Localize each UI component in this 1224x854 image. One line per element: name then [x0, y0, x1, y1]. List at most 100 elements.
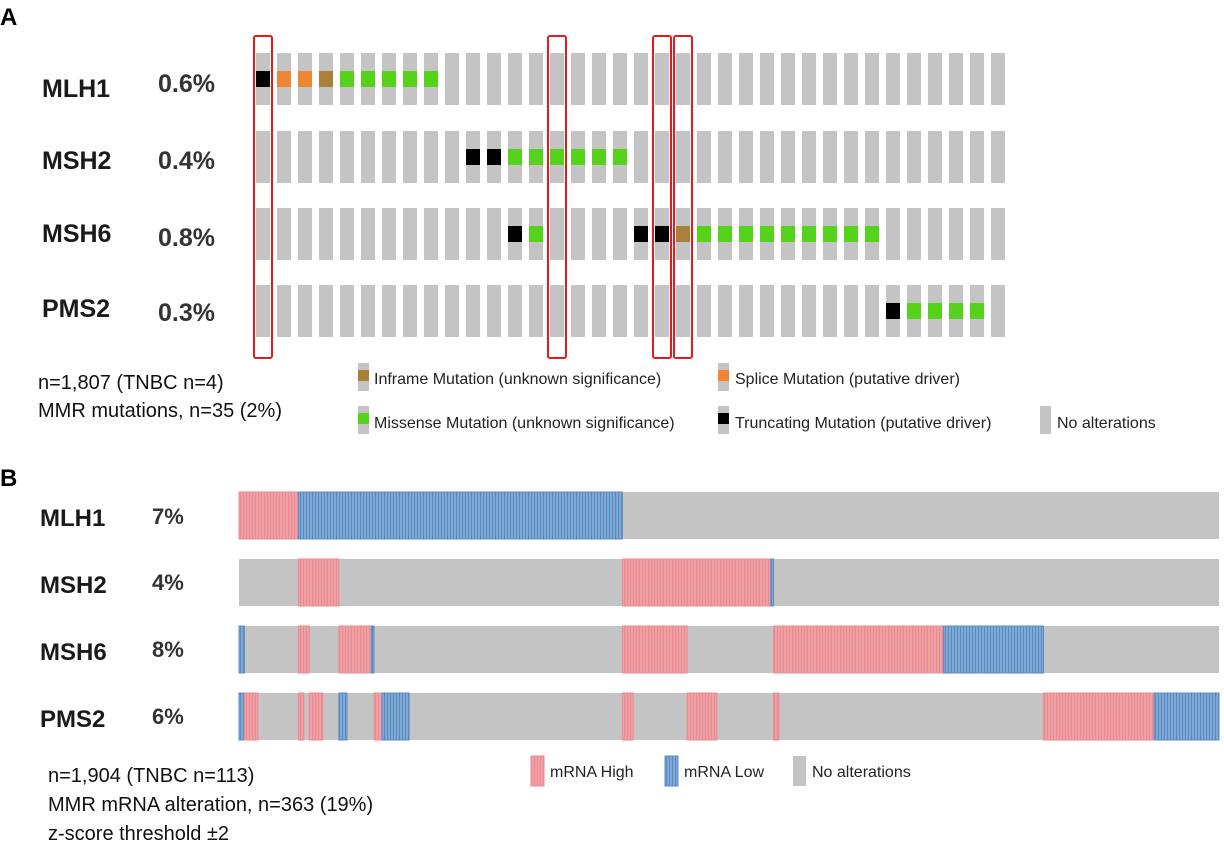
mutation-mark-pms2	[928, 303, 942, 319]
sample-cell-msh2	[298, 131, 312, 183]
sample-cell-pms2	[676, 285, 690, 337]
highlight-column-box	[652, 35, 672, 359]
gene-pct-pms2: 0.3%	[158, 299, 215, 327]
mrna-high-segment-pms2	[297, 692, 305, 741]
sample-cell-mlh1	[655, 53, 669, 105]
sample-cell-msh6	[550, 208, 564, 260]
sample-cell-msh2	[697, 131, 711, 183]
sample-cell-msh2	[277, 131, 291, 183]
mutation-mark-msh6	[760, 226, 774, 242]
sample-cell-msh6	[361, 208, 375, 260]
gene-pct-msh6: 0.8%	[158, 224, 215, 252]
mutation-mark-msh6	[823, 226, 837, 242]
sample-cell-mlh1	[634, 53, 648, 105]
sample-cell-mlh1	[823, 53, 837, 105]
mutation-mark-mlh1	[424, 71, 438, 87]
sample-cell-msh2	[403, 131, 417, 183]
mrna-low-segment-msh2	[770, 558, 775, 607]
sample-cell-msh6	[886, 208, 900, 260]
mutation-mark-msh6	[508, 226, 522, 242]
mrna-high-segment-pms2	[621, 692, 634, 741]
mrna-row-msh6	[239, 626, 1219, 673]
gene-pct-b-msh2: 4%	[152, 570, 184, 595]
mrna-low-segment-pms2	[338, 692, 348, 741]
legend-b: mRNA High mRNA Low No alterations	[530, 755, 911, 787]
sample-cell-msh2	[634, 131, 648, 183]
mutation-mark-mlh1	[382, 71, 396, 87]
sample-cell-msh2	[865, 131, 879, 183]
legend-missense-mark	[358, 413, 369, 424]
sample-cell-pms2	[760, 285, 774, 337]
sample-cell-mlh1	[445, 53, 459, 105]
sample-cell-pms2	[340, 285, 354, 337]
mutation-mark-msh2	[529, 149, 543, 165]
legend-no-alteration-label: No alterations	[1057, 415, 1156, 432]
panel-a: A MLH1 0.6% MSH2 0.4% MSH6 0.8% PMS2 0.3…	[0, 4, 1156, 434]
mutation-oncoprint	[256, 53, 1005, 337]
panel-b-label: B	[0, 465, 17, 492]
gene-label-b-msh2: MSH2	[40, 572, 107, 599]
sample-cell-mlh1	[739, 53, 753, 105]
mrna-high-segment-msh6	[621, 625, 688, 674]
mrna-low-segment-pms2	[1153, 692, 1220, 741]
sample-cell-msh2	[928, 131, 942, 183]
sample-cell-mlh1	[781, 53, 795, 105]
sample-cell-mlh1	[865, 53, 879, 105]
mutation-mark-mlh1	[340, 71, 354, 87]
sample-cell-pms2	[487, 285, 501, 337]
gene-label-b-mlh1: MLH1	[40, 505, 105, 532]
legend-mrna-low-swatch	[664, 755, 679, 787]
legend-mrna-low-label: mRNA Low	[684, 764, 764, 781]
sample-cell-pms2	[445, 285, 459, 337]
mutation-mark-pms2	[886, 303, 900, 319]
sample-cell-mlh1	[697, 53, 711, 105]
mrna-high-segment-pms2	[686, 692, 718, 741]
sample-cell-mlh1	[571, 53, 585, 105]
sample-cell-pms2	[739, 285, 753, 337]
sample-cell-mlh1	[886, 53, 900, 105]
sample-cell-msh6	[466, 208, 480, 260]
mutation-mark-pms2	[970, 303, 984, 319]
sample-cell-msh6	[487, 208, 501, 260]
sample-cell-msh2	[361, 131, 375, 183]
sample-cell-msh2	[781, 131, 795, 183]
mutation-mark-msh6	[676, 226, 690, 242]
legend-splice-mark	[718, 370, 729, 381]
sample-cell-msh2	[739, 131, 753, 183]
sample-cell-msh6	[319, 208, 333, 260]
sample-cell-msh2	[970, 131, 984, 183]
mutation-mark-msh6	[739, 226, 753, 242]
gene-pct-b-msh6: 8%	[152, 637, 184, 662]
legend-mrna-high-label: mRNA High	[550, 764, 634, 781]
mutation-mark-mlh1	[403, 71, 417, 87]
mrna-high-segment-pms2	[373, 692, 383, 741]
legend-no-alteration-swatch	[1040, 406, 1051, 434]
mrna-high-segment-pms2	[1043, 692, 1155, 741]
mrna-high-segment-msh6	[338, 625, 372, 674]
gene-label-pms2: PMS2	[42, 295, 110, 323]
sample-cell-msh2	[445, 131, 459, 183]
mutation-mark-msh2	[613, 149, 627, 165]
sample-cell-mlh1	[949, 53, 963, 105]
mrna-low-segment-pms2	[238, 692, 245, 741]
gene-pct-msh2: 0.4%	[158, 147, 215, 175]
sample-cell-pms2	[277, 285, 291, 337]
sample-cell-msh2	[676, 131, 690, 183]
sample-cell-msh2	[655, 131, 669, 183]
sample-cell-pms2	[466, 285, 480, 337]
mutation-mark-msh6	[655, 226, 669, 242]
sample-cell-pms2	[424, 285, 438, 337]
sample-cell-msh2	[949, 131, 963, 183]
legend-mrna-high-swatch	[530, 755, 545, 787]
mrna-high-segment-msh2	[297, 558, 340, 607]
sample-cell-pms2	[571, 285, 585, 337]
mrna-high-segment-msh2	[621, 558, 772, 607]
sample-cell-mlh1	[613, 53, 627, 105]
sample-cell-mlh1	[907, 53, 921, 105]
sample-cell-pms2	[991, 285, 1005, 337]
sample-cell-mlh1	[592, 53, 606, 105]
sample-cell-mlh1	[970, 53, 984, 105]
sample-cell-msh2	[844, 131, 858, 183]
mutation-mark-msh2	[592, 149, 606, 165]
mutation-mark-msh6	[718, 226, 732, 242]
